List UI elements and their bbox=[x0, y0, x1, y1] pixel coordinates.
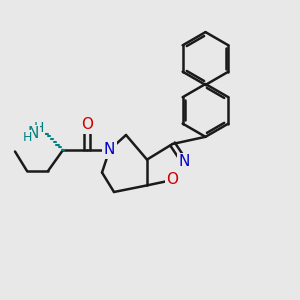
Text: O: O bbox=[167, 172, 178, 188]
Text: N: N bbox=[27, 126, 39, 141]
Text: H: H bbox=[34, 122, 44, 135]
Text: N: N bbox=[104, 142, 115, 158]
Text: O: O bbox=[81, 117, 93, 132]
Text: H: H bbox=[22, 131, 32, 144]
Text: N: N bbox=[179, 154, 190, 169]
